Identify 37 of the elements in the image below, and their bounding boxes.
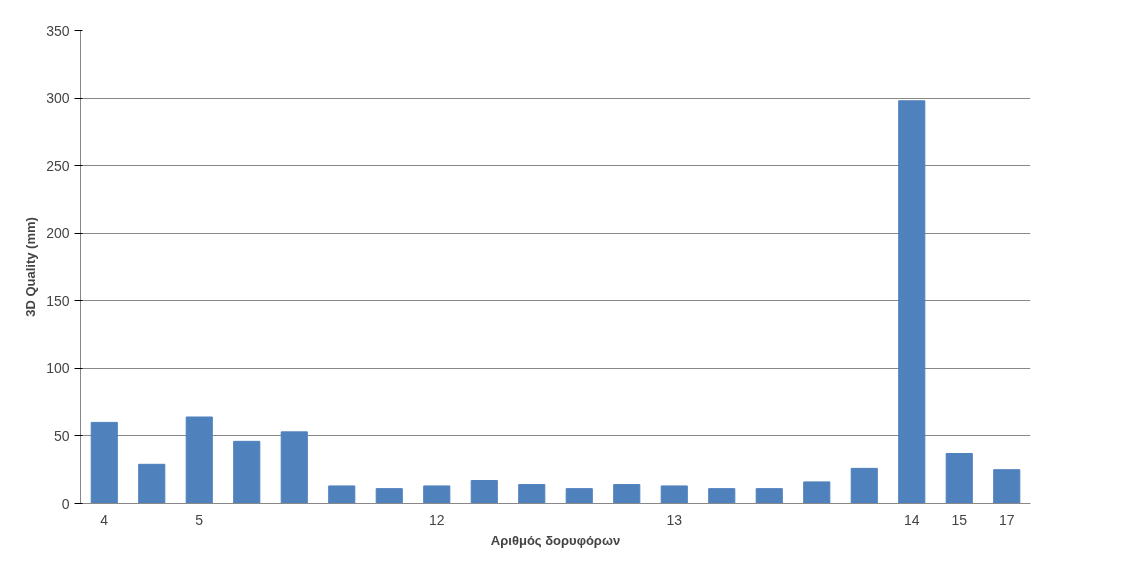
x-tick-label: 14	[903, 511, 920, 528]
bar	[185, 416, 213, 504]
bar	[90, 421, 118, 504]
x-tick-label: 4	[100, 511, 109, 528]
y-axis-title: 3D Quality (mm)	[23, 217, 39, 317]
bar	[280, 431, 308, 504]
bar	[565, 488, 593, 504]
y-tick-label: 50	[53, 427, 70, 444]
bar	[660, 485, 688, 504]
bar	[803, 481, 831, 504]
bar	[423, 485, 451, 504]
bar	[375, 488, 403, 504]
bar	[755, 488, 783, 504]
x-tick-label: 13	[666, 511, 683, 528]
bar	[518, 484, 546, 504]
bar	[470, 480, 498, 504]
x-tick-label: 15	[951, 511, 968, 528]
bar	[993, 469, 1021, 504]
bar	[613, 484, 641, 504]
x-tick-label: 12	[428, 511, 445, 528]
y-tick-label: 0	[61, 495, 70, 512]
bar	[233, 440, 261, 504]
bar	[708, 488, 736, 504]
x-tick-label: 5	[195, 511, 204, 528]
y-tick-label: 100	[46, 360, 70, 377]
y-tick-label: 200	[46, 225, 70, 242]
y-tick-label: 350	[46, 22, 70, 39]
bar	[138, 463, 166, 504]
bar	[850, 467, 878, 504]
bar	[898, 100, 926, 504]
bar	[945, 453, 973, 504]
y-tick-label: 250	[46, 157, 70, 174]
bar	[328, 485, 356, 504]
y-tick-label: 150	[46, 292, 70, 309]
y-tick-label: 300	[46, 90, 70, 107]
x-axis-title: Αριθμός δορυφόρων	[490, 532, 621, 548]
x-tick-label: 17	[998, 511, 1015, 528]
